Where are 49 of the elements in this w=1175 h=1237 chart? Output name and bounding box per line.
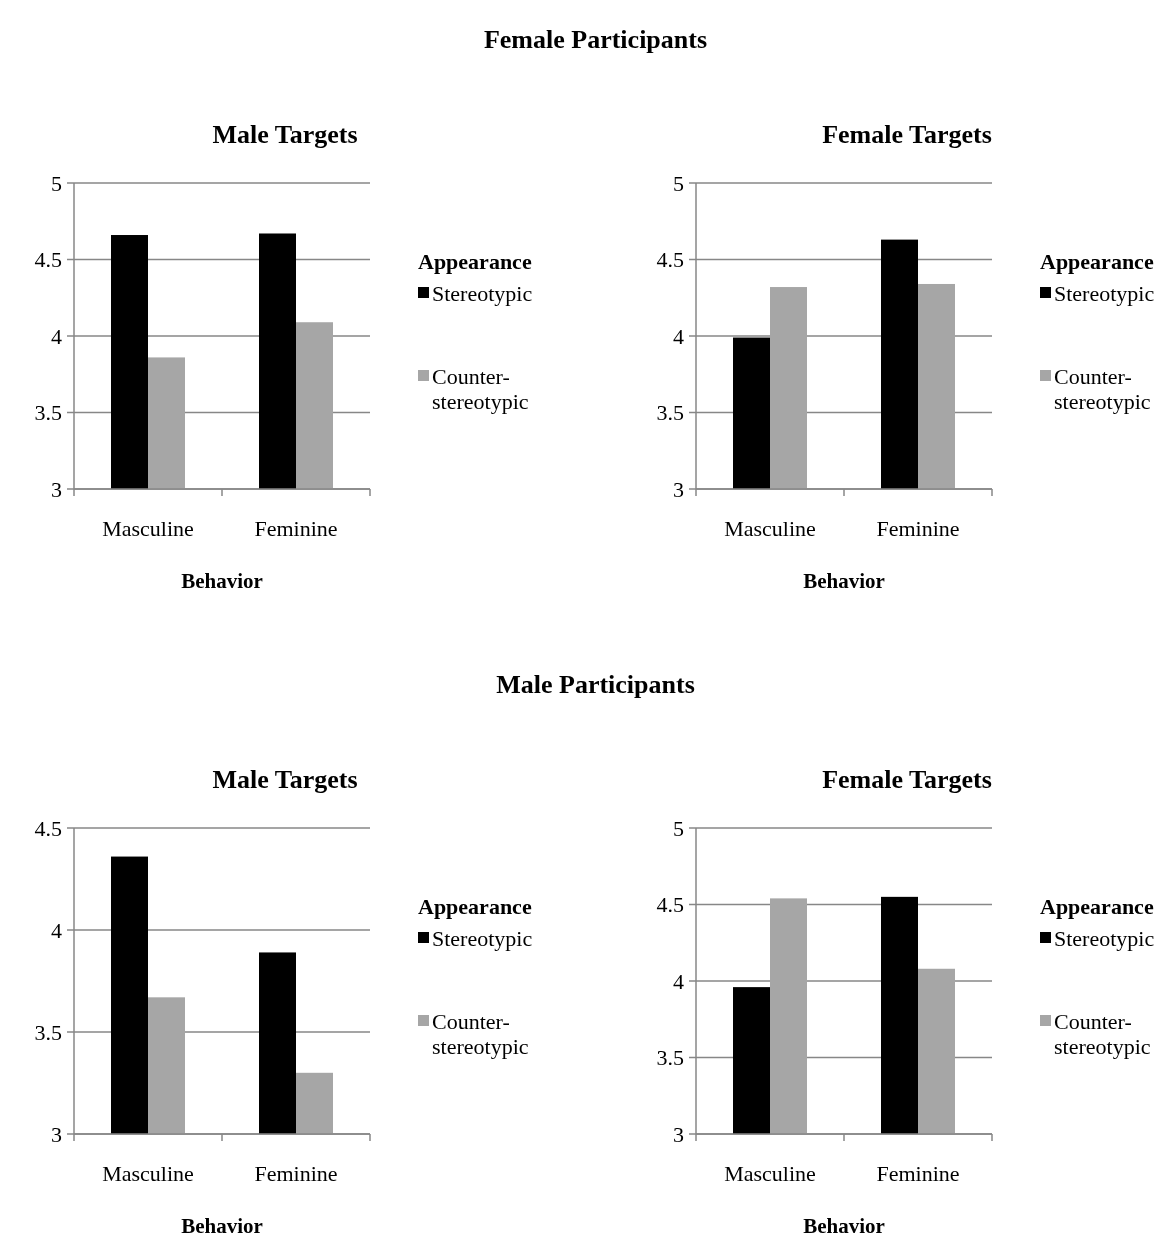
y-tick-label: 3 (673, 1121, 684, 1147)
legend-label: Stereotypic (432, 280, 533, 306)
chart-title: Male Targets (212, 120, 358, 149)
legend-title: Appearance (418, 248, 532, 274)
y-tick-label: 5 (673, 815, 684, 841)
x-tick-label: Feminine (254, 516, 338, 541)
x-tick-label: Masculine (724, 516, 816, 541)
legend-label: Stereotypic (1054, 280, 1155, 306)
legend-label: Counter-stereotypic (1054, 1008, 1151, 1059)
y-tick-label: 3 (51, 1121, 62, 1147)
text: Male Participants (496, 670, 695, 699)
legend-title: Appearance (418, 893, 532, 919)
x-tick-label: Masculine (724, 1161, 816, 1186)
x-axis-title: Behavior (181, 569, 263, 593)
x-axis-title: Behavior (803, 1214, 885, 1237)
y-tick-label: 4 (51, 323, 62, 349)
legend-label: Counter-stereotypic (1054, 363, 1151, 414)
y-tick-label: 4.5 (656, 892, 684, 918)
legend-title: Appearance (1040, 893, 1154, 919)
y-tick-label: 4.5 (34, 247, 62, 273)
x-axis-title: Behavior (181, 1214, 263, 1237)
y-tick-label: 3.5 (34, 1019, 62, 1045)
legend-title: Appearance (1040, 248, 1154, 274)
text: Female Participants (483, 25, 708, 54)
y-tick-label: 3.5 (656, 400, 684, 426)
y-tick-label: 3.5 (34, 400, 62, 426)
y-tick-label: 4.5 (34, 815, 62, 841)
y-tick-label: 4 (673, 968, 684, 994)
legend-label: Counter-stereotypic (432, 363, 529, 414)
y-tick-label: 4.5 (656, 247, 684, 273)
x-tick-label: Feminine (876, 516, 960, 541)
legend-label: Counter-stereotypic (432, 1008, 529, 1059)
y-tick-label: 3.5 (656, 1045, 684, 1071)
x-tick-label: Feminine (876, 1161, 960, 1186)
y-tick-label: 5 (51, 170, 62, 196)
x-tick-label: Feminine (254, 1161, 338, 1186)
legend-label: Stereotypic (432, 925, 533, 951)
chart-title: Male Targets (212, 765, 358, 794)
x-tick-label: Masculine (102, 516, 194, 541)
legend-label: Stereotypic (1054, 925, 1155, 951)
y-tick-label: 3 (51, 476, 62, 502)
y-tick-label: 5 (673, 170, 684, 196)
x-tick-label: Masculine (102, 1161, 194, 1186)
x-axis-title: Behavior (803, 569, 885, 593)
chart-title: Female Targets (822, 120, 992, 149)
y-tick-label: 3 (673, 476, 684, 502)
y-tick-label: 4 (51, 917, 62, 943)
chart-title: Female Targets (822, 765, 992, 794)
y-tick-label: 4 (673, 323, 684, 349)
